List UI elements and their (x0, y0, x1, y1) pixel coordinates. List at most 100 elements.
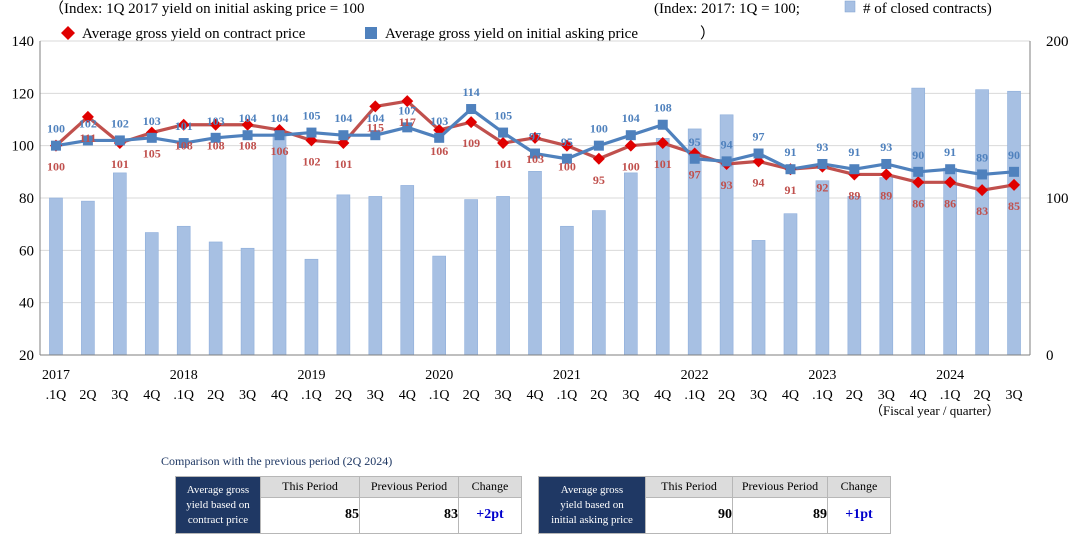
x-tick-quarter: 3Q (367, 388, 384, 403)
asking-yield-marker (146, 132, 157, 143)
asking-yield-marker (242, 130, 253, 141)
asking-yield-marker (657, 119, 668, 130)
asking-yield-label: 91 (944, 145, 956, 159)
contract-yield-marker (976, 184, 989, 197)
contract-yield-label: 89 (880, 188, 892, 202)
x-tick-quarter: .1Q (46, 388, 67, 403)
contract-yield-label: 101 (111, 157, 129, 171)
closed-contracts-bar (751, 240, 766, 356)
contract-yield-label: 103 (526, 152, 544, 166)
asking-yield-marker (817, 158, 828, 169)
x-tick-quarter: 3Q (878, 388, 895, 403)
contract-yield-marker (209, 118, 222, 131)
asking-yield-marker (82, 135, 93, 146)
closed-contracts-bar (975, 89, 989, 356)
x-axis-caption: （Fiscal year / quarter） (870, 403, 1000, 418)
x-tick-quarter: 4Q (526, 388, 543, 403)
closed-contracts-bar (879, 177, 894, 356)
x-tick-quarter: 3Q (622, 388, 639, 403)
x-tick-year: 2024 (936, 368, 964, 383)
contract-yield-label: 105 (143, 147, 161, 161)
col-previous-period: Previous Period (732, 476, 828, 498)
right-tick-label: 200 (1046, 34, 1069, 50)
contract-yield-label: 83 (976, 204, 988, 218)
asking-yield-marker (593, 140, 604, 151)
contract-prev-value: 83 (359, 496, 459, 535)
contract-yield-label: 106 (271, 144, 289, 158)
asking-yield-marker (721, 156, 732, 167)
contract-yield-label: 86 (912, 196, 924, 210)
contract-yield-marker (81, 110, 94, 123)
contract-yield-marker (529, 131, 541, 144)
asking-yield-label: 105 (494, 109, 512, 123)
x-tick-quarter: 4Q (654, 388, 671, 403)
closed-contracts-bar (49, 197, 63, 356)
asking-prev-value: 89 (732, 496, 828, 535)
asking-yield-label: 89 (976, 150, 988, 164)
contract-yield-marker (624, 139, 637, 152)
contract-yield-label: 86 (944, 196, 956, 210)
asking-yield-marker (1009, 166, 1020, 177)
contract-yield-label: 108 (175, 139, 193, 153)
asking-yield-label: 104 (334, 111, 352, 125)
x-tick-quarter: .1Q (940, 388, 961, 403)
asking-yield-marker (466, 104, 477, 115)
closed-contracts-bar (272, 133, 287, 356)
contract-yield-marker (241, 118, 254, 131)
contract-yield-label: 117 (399, 115, 416, 129)
contract-yield-marker (497, 137, 510, 150)
closed-contracts-bar (496, 196, 510, 356)
contract-this-value: 85 (260, 496, 360, 535)
x-tick-quarter: 2Q (207, 388, 224, 403)
x-tick-year: 2020 (425, 368, 453, 383)
asking-yield-label: 102 (111, 116, 129, 130)
col-this-period: This Period (260, 476, 360, 498)
asking-yield-marker (274, 130, 285, 141)
x-tick-year: 2022 (681, 368, 709, 383)
asking-yield-label: 91 (848, 145, 860, 159)
asking-yield-marker (210, 132, 221, 143)
contract-yield-marker (880, 168, 893, 181)
x-tick-quarter: .1Q (684, 388, 705, 403)
x-tick-quarter: .1Q (557, 388, 578, 403)
closed-contracts-bar (368, 196, 383, 356)
contract-yield-marker (912, 176, 925, 189)
asking-yield-marker (913, 166, 924, 177)
asking-yield-label: 97 (529, 130, 541, 144)
left-tick-label: 100 (12, 139, 35, 155)
x-tick-quarter: 2Q (718, 388, 735, 403)
asking-yield-label: 95 (561, 135, 573, 149)
contract-yield-label: 106 (430, 144, 448, 158)
x-tick-quarter: .1Q (301, 388, 322, 403)
contract-yield-label: 108 (239, 139, 257, 153)
x-tick-quarter: .1Q (429, 388, 450, 403)
contract-yield-marker (592, 152, 605, 165)
contract-comparison-table: Average gross yield based on contract pr… (175, 476, 522, 535)
asking-yield-label: 90 (1008, 148, 1020, 162)
x-tick-quarter: 3Q (239, 388, 256, 403)
asking-yield-label: 114 (462, 85, 479, 99)
contract-table-label: Average gross yield based on contract pr… (175, 476, 261, 534)
closed-contracts-bar (336, 194, 351, 356)
x-tick-quarter: 4Q (399, 388, 416, 403)
left-tick-label: 60 (19, 243, 34, 259)
contract-yield-marker (560, 139, 573, 152)
contract-yield-label: 89 (848, 188, 860, 202)
contract-change-value: +2pt (458, 496, 522, 535)
asking-yield-marker (785, 164, 796, 175)
contract-yield-marker (369, 100, 382, 113)
x-tick-year: 2023 (808, 368, 836, 383)
asking-this-value: 90 (645, 496, 733, 535)
asking-yield-label: 107 (398, 103, 416, 117)
legend-square-icon (365, 27, 377, 39)
closed-contracts-bar (528, 171, 542, 356)
x-tick-quarter: 2Q (590, 388, 607, 403)
x-tick-quarter: 4Q (910, 388, 927, 403)
asking-table-label: Average gross yield based on initial ask… (538, 476, 646, 534)
x-tick-quarter: .1Q (812, 388, 833, 403)
closed-contracts-bar (176, 225, 191, 356)
asking-yield-marker (50, 140, 61, 151)
closed-contracts-bar (81, 200, 95, 356)
contract-yield-marker (177, 118, 190, 131)
asking-yield-label: 97 (753, 130, 765, 144)
